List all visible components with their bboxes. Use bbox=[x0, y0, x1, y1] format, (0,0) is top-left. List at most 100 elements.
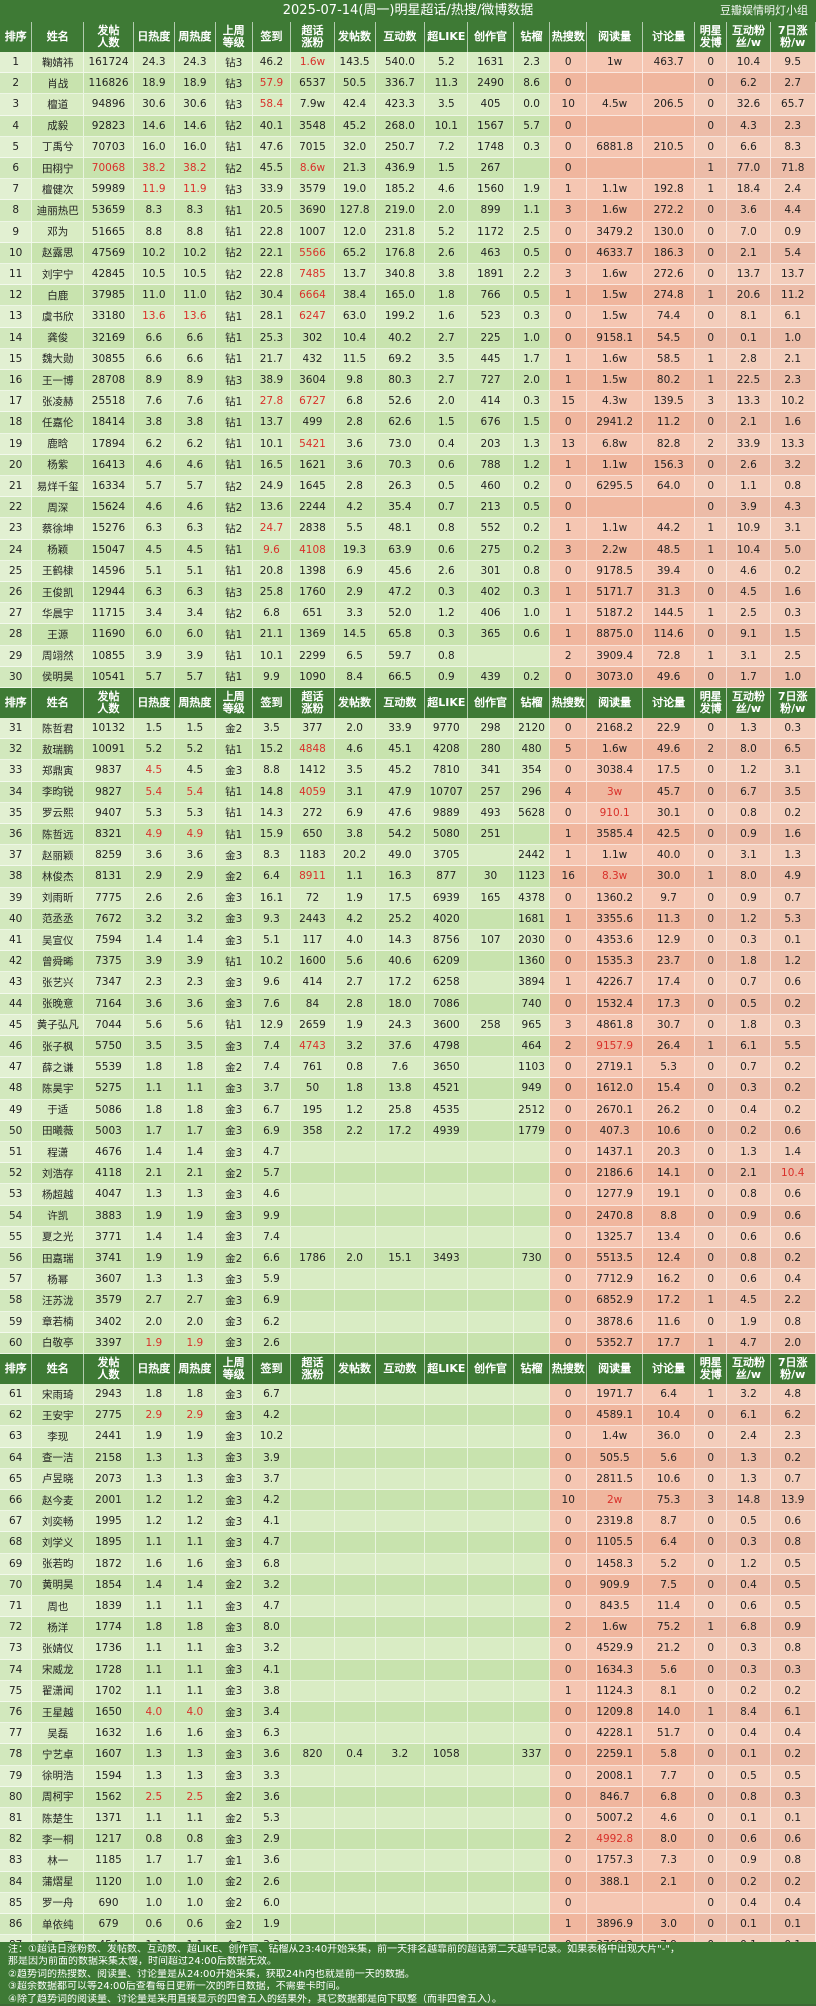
table-cell: 5.6 bbox=[643, 1447, 695, 1469]
table-cell: 3355.6 bbox=[587, 908, 644, 930]
table-row: 80 周柯宇 1562 2.5 2.5 金2 3.6 0 846.7 6.8 0 0.8 0.3 bbox=[0, 1786, 816, 1808]
table-cell: 0 bbox=[550, 993, 588, 1015]
table-cell: 金2 bbox=[215, 866, 253, 888]
brand-label: 豆瓣娱情明灯小组 bbox=[720, 4, 808, 17]
table-cell: 761 bbox=[291, 1057, 335, 1079]
table-cell: 3.6 bbox=[174, 845, 216, 867]
name-cell: 杨幂 bbox=[32, 1269, 85, 1291]
table-cell bbox=[513, 1405, 551, 1427]
table-cell: 2.3 bbox=[133, 972, 175, 994]
table-cell: 1.4 bbox=[133, 1574, 175, 1596]
table-cell: 0.1 bbox=[727, 1808, 771, 1830]
table-cell bbox=[587, 158, 644, 180]
table-cell: 70703 bbox=[84, 136, 134, 158]
name-cell: 吴磊 bbox=[32, 1723, 85, 1745]
table-cell: 0 bbox=[695, 1468, 728, 1490]
table-cell: 9158.1 bbox=[587, 327, 644, 349]
table-cell: 4 bbox=[550, 781, 588, 803]
name-cell: 易烊千玺 bbox=[32, 476, 85, 498]
table-cell: 80 bbox=[0, 1786, 33, 1808]
table-cell: 25.2 bbox=[375, 908, 426, 930]
table-cell: 金3 bbox=[215, 1226, 253, 1248]
table-cell bbox=[425, 1914, 469, 1936]
table-cell: 5628 bbox=[513, 802, 551, 824]
name-cell: 范丞丞 bbox=[32, 908, 85, 930]
table-cell: 0 bbox=[550, 115, 588, 137]
table-cell: 1 bbox=[550, 908, 588, 930]
table-cell: 63 bbox=[0, 1426, 33, 1448]
table-cell bbox=[425, 1723, 469, 1745]
name-cell: 吴宣仪 bbox=[32, 930, 85, 952]
table-cell: 5003 bbox=[84, 1120, 134, 1142]
table-cell: 78 bbox=[0, 1744, 33, 1766]
table-cell: 3.5 bbox=[425, 94, 469, 116]
column-header: 签到 bbox=[253, 22, 292, 52]
table-cell: 4.6 bbox=[334, 739, 376, 761]
column-header: 上周 等级 bbox=[216, 22, 253, 52]
table-cell: 9407 bbox=[84, 802, 134, 824]
table-cell: 3705 bbox=[425, 845, 469, 867]
table-cell: 77 bbox=[0, 1723, 33, 1745]
table-cell: 2811.5 bbox=[587, 1468, 644, 1490]
note-line: 那是因为前面的数据采集太慢，时间超过24:00后数据无效。 bbox=[8, 1956, 277, 1968]
table-cell: 4.3w bbox=[587, 391, 644, 413]
table-cell: 0 bbox=[695, 306, 728, 328]
table-cell bbox=[425, 1808, 469, 1830]
table-cell: 4.0 bbox=[174, 1702, 216, 1724]
table-cell: 30.4 bbox=[252, 285, 292, 307]
table-cell: 2.0 bbox=[425, 200, 469, 222]
table-cell: 107 bbox=[468, 930, 514, 952]
table-cell: 1.0 bbox=[770, 327, 816, 349]
table-cell: 51 bbox=[0, 1142, 33, 1164]
table-cell: 1.3 bbox=[174, 1744, 216, 1766]
table-cell: 30 bbox=[0, 666, 33, 688]
table-cell: 5.4 bbox=[133, 781, 175, 803]
table-cell: 1172 bbox=[468, 221, 514, 243]
table-cell: 14.8 bbox=[252, 781, 292, 803]
column-header: 7日涨 粉/w bbox=[771, 22, 816, 52]
table-cell: 8 bbox=[0, 200, 33, 222]
table-cell: 56 bbox=[0, 1248, 33, 1270]
table-cell: 45.2 bbox=[375, 760, 426, 782]
table-cell: 47.9 bbox=[375, 781, 426, 803]
name-cell: 田曦薇 bbox=[32, 1120, 85, 1142]
table-cell: 0.3 bbox=[770, 603, 816, 625]
table-cell: 26.4 bbox=[643, 1036, 695, 1058]
table-cell: 10.2 bbox=[174, 242, 216, 264]
table-cell: 0 bbox=[695, 845, 728, 867]
table-cell: 1995 bbox=[84, 1511, 134, 1533]
name-cell: 张子枫 bbox=[32, 1036, 85, 1058]
table-cell: 1650 bbox=[84, 1702, 134, 1724]
table-cell: 1.4 bbox=[133, 1142, 175, 1164]
table-cell: 16.1 bbox=[252, 887, 292, 909]
table-cell: 钻3 bbox=[215, 582, 253, 604]
table-cell: 0 bbox=[695, 1532, 728, 1554]
table-cell: 24.7 bbox=[252, 518, 292, 540]
table-cell: 0.9 bbox=[727, 887, 771, 909]
table-cell: 4353.6 bbox=[587, 930, 644, 952]
table-cell: 0.7 bbox=[727, 972, 771, 994]
table-cell: 1.1w bbox=[587, 454, 644, 476]
table-cell: 0.4 bbox=[425, 433, 469, 455]
name-cell: 檀健次 bbox=[32, 179, 85, 201]
table-cell: 10.1 bbox=[252, 645, 292, 667]
table-cell: 0 bbox=[550, 1248, 588, 1270]
table-cell: 22.9 bbox=[643, 718, 695, 740]
table-cell: 2.3 bbox=[770, 115, 816, 137]
table-cell: 0 bbox=[550, 1596, 588, 1618]
table-cell: 21.7 bbox=[252, 348, 292, 370]
table-cell: 0 bbox=[550, 497, 588, 519]
table-cell: 0.8 bbox=[727, 1248, 771, 1270]
table-cell: 3896.9 bbox=[587, 1914, 644, 1936]
table-row: 44 张晚意 7164 3.6 3.6 金3 7.6 84 2.8 18.0 7086 740 0 153… bbox=[0, 993, 816, 1015]
table-cell bbox=[375, 1659, 426, 1681]
table-cell: 钻1 bbox=[215, 739, 253, 761]
table-cell bbox=[468, 1332, 514, 1354]
table-cell: 59 bbox=[0, 1311, 33, 1333]
column-header: 日热度 bbox=[134, 22, 175, 52]
table-cell: 8.3 bbox=[770, 136, 816, 158]
table-cell: 1.1w bbox=[587, 845, 644, 867]
table-cell: 165.0 bbox=[375, 285, 426, 307]
table-cell: 2941.2 bbox=[587, 412, 644, 434]
table-cell: 75.3 bbox=[643, 1490, 695, 1512]
